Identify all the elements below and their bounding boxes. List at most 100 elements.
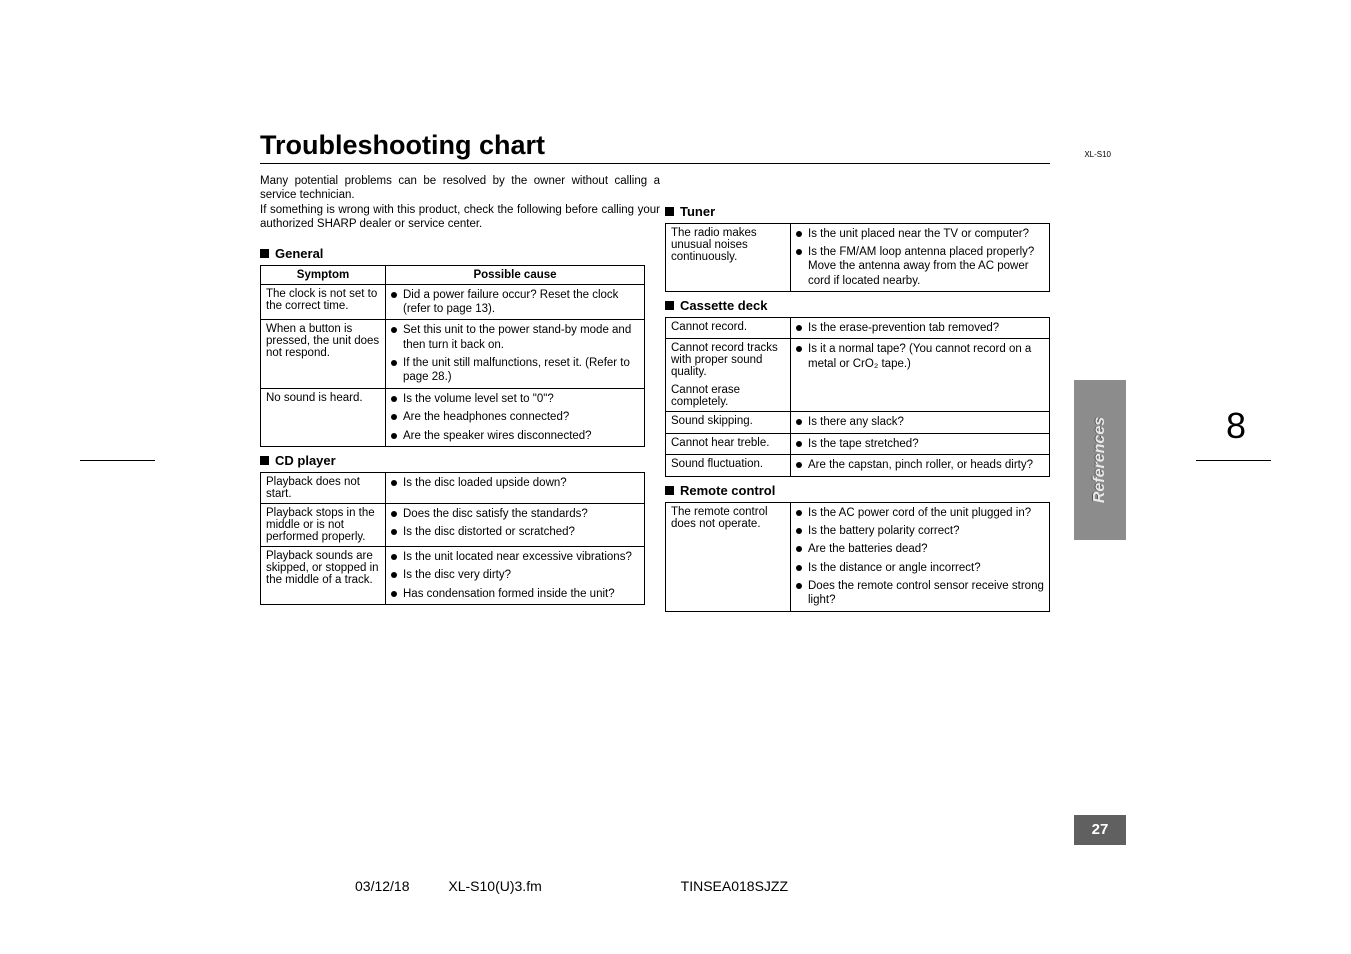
- cause-item: Are the speaker wires disconnected?: [391, 429, 639, 443]
- symptom-cell: Playback stops in the middle or is not p…: [261, 503, 386, 546]
- cause-item: Does the remote control sensor receive s…: [796, 579, 1044, 608]
- section-heading-cassette: Cassette deck: [665, 298, 1050, 313]
- symptom-cell: Sound fluctuation.: [666, 455, 791, 476]
- side-tab-label: References: [1091, 417, 1109, 503]
- sheet-number: 8: [1226, 405, 1246, 447]
- symptom-cell: Cannot record.: [666, 318, 791, 339]
- cause-cell: Is the disc loaded upside down?: [386, 472, 645, 503]
- cause-item: Are the headphones connected?: [391, 410, 639, 424]
- cause-item: Is the disc distorted or scratched?: [391, 525, 639, 539]
- intro-line-2: If something is wrong with this product,…: [260, 204, 660, 230]
- symptom-cell: When a button is pressed, the unit does …: [261, 320, 386, 389]
- col-symptom: Symptom: [261, 265, 386, 284]
- square-bullet-icon: [665, 207, 674, 216]
- square-bullet-icon: [665, 301, 674, 310]
- cause-item: Is the disc loaded upside down?: [391, 476, 639, 490]
- footer-file: XL-S10(U)3.fm: [448, 878, 541, 894]
- cause-item: Is there any slack?: [796, 415, 1044, 429]
- cause-item: Is the FM/AM loop antenna placed properl…: [796, 245, 1044, 288]
- table-tuner: The radio makes unusual noises continuou…: [665, 223, 1050, 293]
- table-row: Sound fluctuation. Are the capstan, pinc…: [666, 455, 1050, 476]
- square-bullet-icon: [260, 456, 269, 465]
- page-number-tab: 27: [1074, 815, 1126, 845]
- section-heading-remote: Remote control: [665, 483, 1050, 498]
- section-heading-tuner: Tuner: [665, 204, 1050, 219]
- cause-cell: Did a power failure occur? Reset the clo…: [386, 284, 645, 320]
- symptom-cell: Playback does not start.: [261, 472, 386, 503]
- cause-item: Is the unit placed near the TV or comput…: [796, 227, 1044, 241]
- table-row: When a button is pressed, the unit does …: [261, 320, 645, 389]
- table-general: Symptom Possible cause The clock is not …: [260, 265, 645, 447]
- symptom-cell: The clock is not set to the correct time…: [261, 284, 386, 320]
- intro-paragraph: Many potential problems can be resolved …: [260, 174, 660, 232]
- heading-text: CD player: [275, 453, 336, 468]
- table-row: Cannot hear treble. Is the tape stretche…: [666, 433, 1050, 454]
- table-row: Playback stops in the middle or is not p…: [261, 503, 645, 546]
- cause-item: Is the AC power cord of the unit plugged…: [796, 506, 1044, 520]
- left-column: General Symptom Possible cause The clock…: [260, 240, 645, 612]
- cause-item: Is the erase-prevention tab removed?: [796, 321, 1044, 335]
- cause-cell: Is the unit located near excessive vibra…: [386, 546, 645, 604]
- cause-item: Is the battery polarity correct?: [796, 524, 1044, 538]
- crop-mark-left: [80, 460, 155, 461]
- table-remote: The remote control does not operate. Is …: [665, 502, 1050, 612]
- section-heading-cd: CD player: [260, 453, 645, 468]
- table-row: Playback does not start. Is the disc loa…: [261, 472, 645, 503]
- cause-item: Does the disc satisfy the standards?: [391, 507, 639, 521]
- symptom-cell: Cannot record tracks with proper sound q…: [666, 339, 791, 382]
- cause-cell: Is the erase-prevention tab removed?: [791, 318, 1050, 339]
- symptom-cell: The radio makes unusual noises continuou…: [666, 223, 791, 292]
- col-cause: Possible cause: [386, 265, 645, 284]
- cause-item: Has condensation formed inside the unit?: [391, 587, 639, 601]
- symptom-cell: Cannot hear treble.: [666, 433, 791, 454]
- title-rule: [260, 163, 1050, 164]
- right-column: Tuner The radio makes unusual noises con…: [665, 198, 1050, 612]
- side-tab-references: References: [1074, 380, 1126, 540]
- section-heading-general: General: [260, 246, 645, 261]
- symptom-cell: Sound skipping.: [666, 412, 791, 433]
- cause-item: If the unit still malfunctions, reset it…: [391, 356, 639, 385]
- footer-code: TINSEA018SJZZ: [681, 878, 788, 894]
- table-row: The remote control does not operate. Is …: [666, 502, 1050, 611]
- cause-cell: Is the tape stretched?: [791, 433, 1050, 454]
- cause-item: Set this unit to the power stand-by mode…: [391, 323, 639, 352]
- cause-item: Are the capstan, pinch roller, or heads …: [796, 458, 1044, 472]
- symptom-cell: The remote control does not operate.: [666, 502, 791, 611]
- symptom-cell: Playback sounds are skipped, or stopped …: [261, 546, 386, 604]
- table-row: Playback sounds are skipped, or stopped …: [261, 546, 645, 604]
- table-row: Cannot record tracks with proper sound q…: [666, 339, 1050, 382]
- symptom-cell: Cannot erase completely.: [666, 381, 791, 412]
- square-bullet-icon: [665, 486, 674, 495]
- footer: 03/12/18 XL-S10(U)3.fm TINSEA018SJZZ: [355, 878, 788, 894]
- table-row: The clock is not set to the correct time…: [261, 284, 645, 320]
- cause-cell: Is the AC power cord of the unit plugged…: [791, 502, 1050, 611]
- cause-cell: Is it a normal tape? (You cannot record …: [791, 339, 1050, 412]
- heading-text: Tuner: [680, 204, 715, 219]
- table-cd: Playback does not start. Is the disc loa…: [260, 472, 645, 605]
- table-row: Cannot record. Is the erase-prevention t…: [666, 318, 1050, 339]
- crop-mark-right: [1196, 460, 1271, 461]
- cause-item: Is the tape stretched?: [796, 437, 1044, 451]
- heading-text: Remote control: [680, 483, 775, 498]
- cause-cell: Is the volume level set to "0"? Are the …: [386, 388, 645, 446]
- cause-item: Is the disc very dirty?: [391, 568, 639, 582]
- cause-cell: Is there any slack?: [791, 412, 1050, 433]
- model-code: XL-S10: [1084, 150, 1111, 159]
- square-bullet-icon: [260, 249, 269, 258]
- columns: General Symptom Possible cause The clock…: [260, 240, 1050, 612]
- cause-cell: Set this unit to the power stand-by mode…: [386, 320, 645, 389]
- page-title: Troubleshooting chart: [260, 130, 1050, 161]
- cause-item: Is it a normal tape? (You cannot record …: [796, 342, 1044, 371]
- cause-item: Are the batteries dead?: [796, 542, 1044, 556]
- cause-cell: Does the disc satisfy the standards? Is …: [386, 503, 645, 546]
- heading-text: Cassette deck: [680, 298, 767, 313]
- symptom-cell: No sound is heard.: [261, 388, 386, 446]
- table-row: Sound skipping. Is there any slack?: [666, 412, 1050, 433]
- table-row: No sound is heard. Is the volume level s…: [261, 388, 645, 446]
- intro-line-1: Many potential problems can be resolved …: [260, 175, 660, 201]
- footer-date: 03/12/18: [355, 878, 410, 894]
- cause-cell: Are the capstan, pinch roller, or heads …: [791, 455, 1050, 476]
- cause-item: Did a power failure occur? Reset the clo…: [391, 288, 639, 317]
- cause-item: Is the distance or angle incorrect?: [796, 561, 1044, 575]
- cause-item: Is the unit located near excessive vibra…: [391, 550, 639, 564]
